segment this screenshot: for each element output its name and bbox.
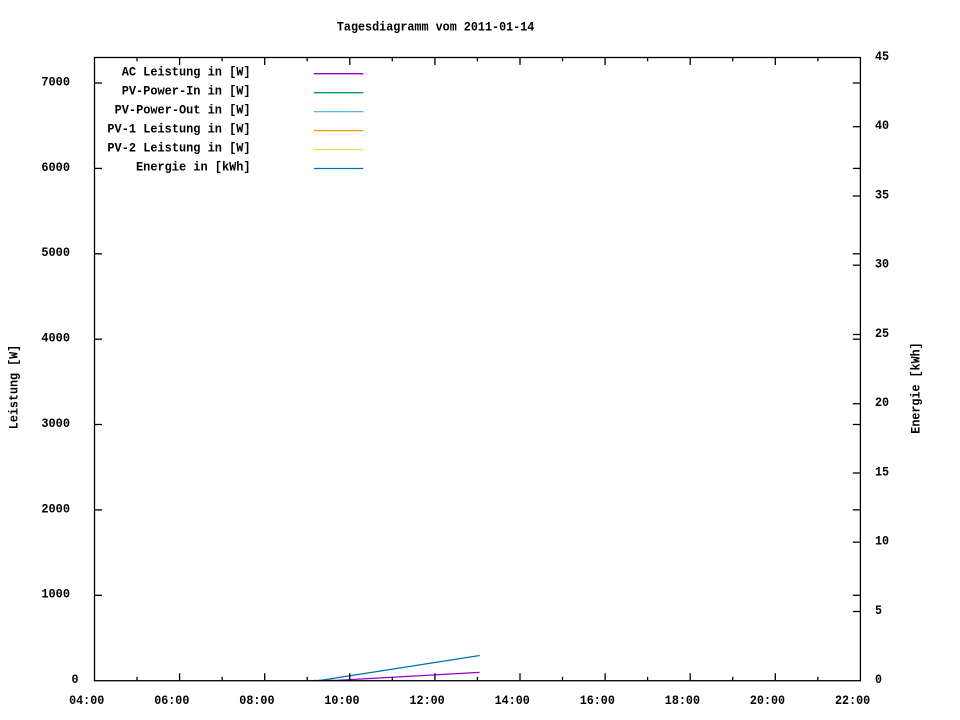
svg-text:18:00: 18:00 — [665, 693, 700, 708]
svg-text:22:00: 22:00 — [835, 693, 870, 708]
svg-text:AC Leistung in [W]: AC Leistung in [W] — [122, 65, 251, 80]
svg-text:40: 40 — [875, 118, 889, 133]
svg-text:08:00: 08:00 — [239, 693, 274, 708]
svg-text:Energie [kWh]: Energie [kWh] — [908, 342, 923, 433]
svg-text:06:00: 06:00 — [154, 693, 189, 708]
svg-text:20: 20 — [875, 395, 889, 410]
svg-text:14:00: 14:00 — [495, 693, 530, 708]
svg-text:3000: 3000 — [41, 416, 70, 431]
svg-text:04:00: 04:00 — [69, 693, 104, 708]
svg-text:2000: 2000 — [41, 501, 70, 516]
svg-text:45: 45 — [875, 49, 889, 64]
svg-text:0: 0 — [72, 672, 79, 687]
svg-text:Tagesdiagramm vom 2011-01-14: Tagesdiagramm vom 2011-01-14 — [337, 20, 535, 35]
svg-text:30: 30 — [875, 257, 889, 272]
svg-text:4000: 4000 — [41, 331, 70, 346]
svg-text:10:00: 10:00 — [324, 693, 359, 708]
svg-text:PV-Power-In in [W]: PV-Power-In in [W] — [122, 84, 251, 99]
svg-text:5: 5 — [875, 603, 882, 618]
svg-text:7000: 7000 — [41, 74, 70, 89]
svg-text:35: 35 — [875, 188, 889, 203]
svg-text:12:00: 12:00 — [410, 693, 445, 708]
svg-text:20:00: 20:00 — [750, 693, 785, 708]
svg-text:Energie in [kWh]: Energie in [kWh] — [136, 159, 251, 174]
svg-text:15: 15 — [875, 465, 889, 480]
svg-text:PV-2 Leistung in [W]: PV-2 Leistung in [W] — [107, 140, 250, 155]
svg-text:6000: 6000 — [41, 160, 70, 175]
svg-text:1000: 1000 — [41, 587, 70, 602]
svg-text:25: 25 — [875, 326, 889, 341]
svg-text:10: 10 — [875, 534, 889, 549]
svg-text:16:00: 16:00 — [580, 693, 615, 708]
svg-text:5000: 5000 — [41, 245, 70, 260]
svg-text:Leistung [W]: Leistung [W] — [7, 345, 22, 429]
svg-text:PV-Power-Out in [W]: PV-Power-Out in [W] — [115, 102, 251, 117]
svg-text:PV-1 Leistung in [W]: PV-1 Leistung in [W] — [107, 121, 250, 136]
svg-text:0: 0 — [875, 672, 882, 687]
